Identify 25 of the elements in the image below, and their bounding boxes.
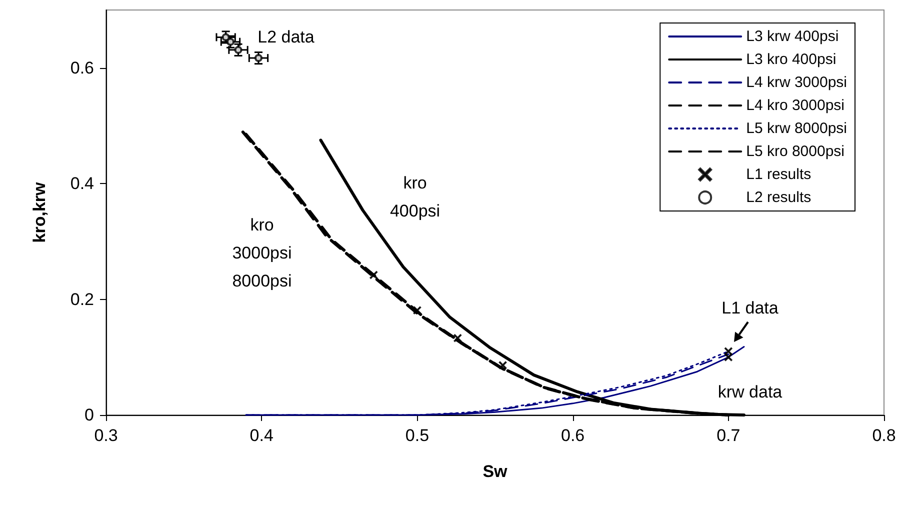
legend-label: L4 krw 3000psi	[746, 74, 848, 91]
annotation: krw data	[718, 382, 783, 402]
legend-label: L5 kro 8000psi	[746, 143, 845, 160]
y-tick-label: 0.6	[70, 58, 94, 78]
legend-label: L4 kro 3000psi	[746, 97, 845, 114]
annotation: kro 3000psi 8000psi	[232, 216, 292, 290]
annotation: kro 400psi	[390, 174, 440, 220]
annotation: L1 data	[722, 298, 779, 318]
x-tick-label: 0.8	[872, 426, 896, 445]
legend-label: L5 krw 8000psi	[746, 120, 848, 137]
legend-label: L2 results	[746, 189, 812, 206]
legend-label: L3 kro 400psi	[746, 51, 836, 68]
legend-label: L1 results	[746, 166, 812, 183]
y-tick-label: 0	[84, 406, 94, 424]
x-tick-label: 0.5	[405, 426, 430, 445]
annotation: L2 data	[258, 28, 315, 46]
x-tick-label: 0.4	[250, 426, 274, 445]
x-tick-label: 0.7	[716, 426, 740, 445]
y-axis-title: kro,krw	[30, 181, 49, 243]
x-tick-label: 0.6	[560, 426, 585, 445]
legend-label: L3 krw 400psi	[746, 28, 839, 45]
x-tick-label: 0.3	[94, 426, 118, 445]
x-axis-title: Sw	[482, 462, 508, 481]
y-tick-label: 0.2	[70, 290, 94, 309]
y-tick-label: 0.4	[70, 174, 94, 194]
